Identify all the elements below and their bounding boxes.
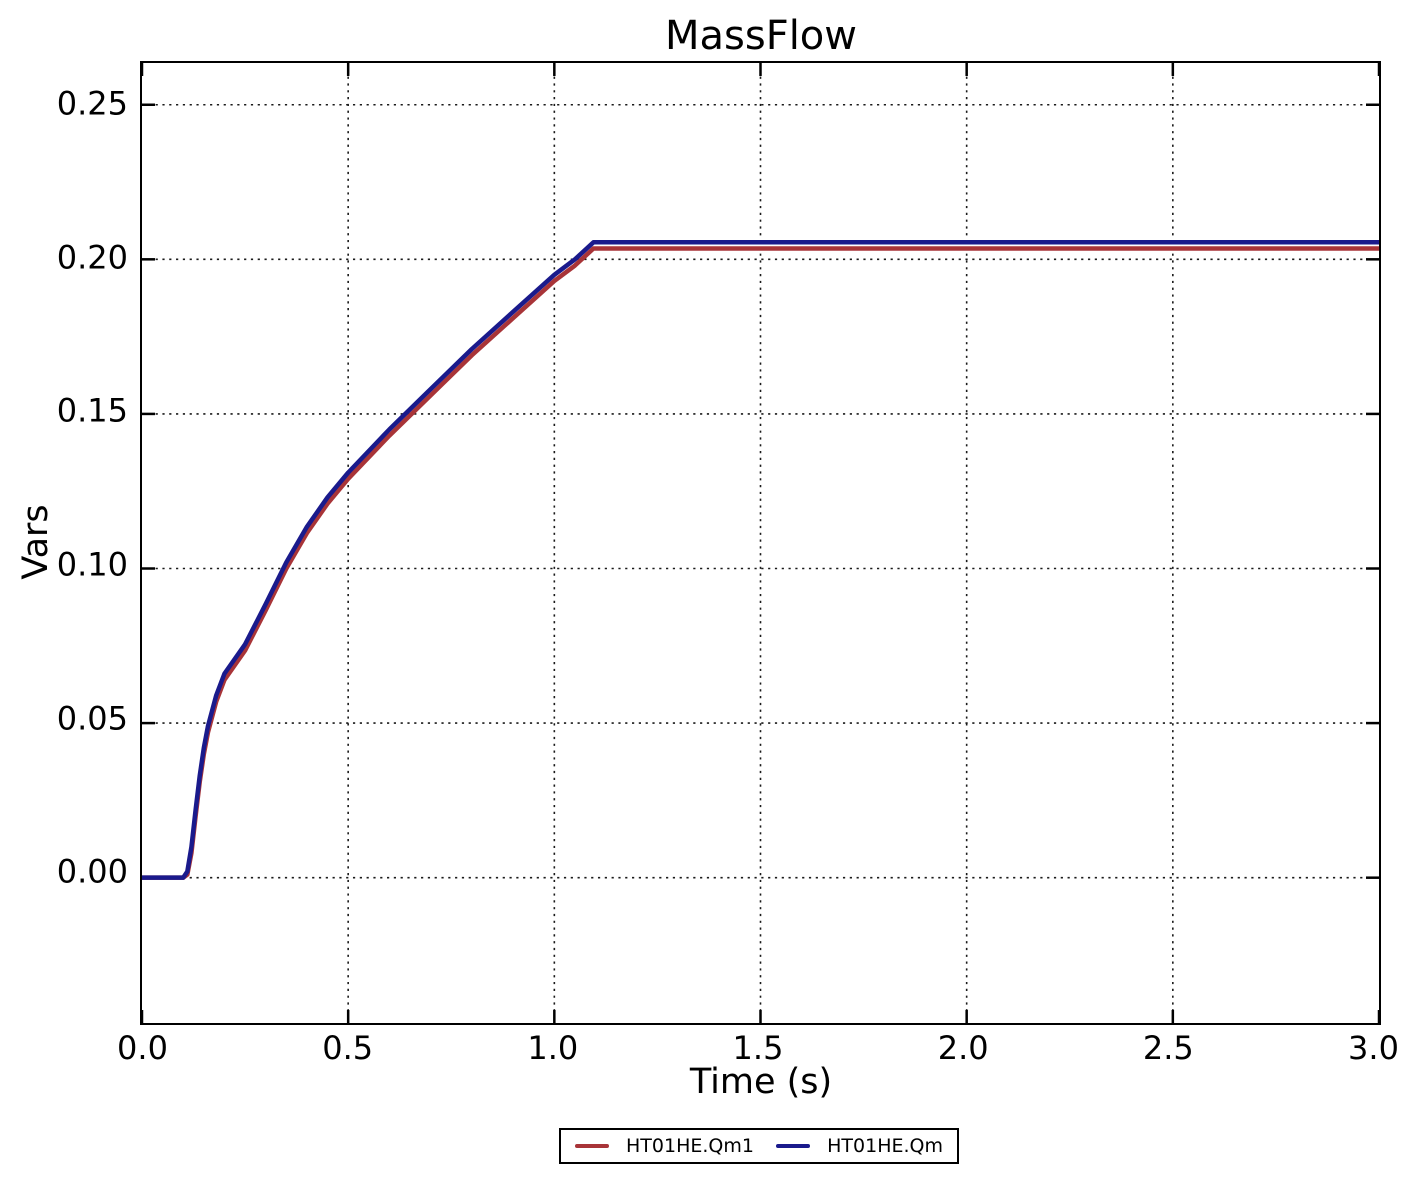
x-tick-label: 2.0	[937, 1029, 989, 1067]
x-tick-label: 1.5	[732, 1029, 784, 1067]
legend-label-qm: HT01HE.Qm	[827, 1135, 943, 1157]
y-tick-label: 0.00	[56, 852, 128, 891]
x-tick-label: 1.0	[527, 1029, 579, 1067]
legend-label-qm1: HT01HE.Qm1	[626, 1135, 754, 1157]
x-tick-label: 0.0	[117, 1029, 168, 1067]
x-tick-label: 2.5	[1142, 1029, 1194, 1067]
y-tick-label: 0.10	[56, 545, 128, 584]
y-tick-label: 0.15	[56, 391, 128, 430]
legend-line-swatch-blue	[776, 1144, 811, 1148]
plot-canvas	[142, 63, 1379, 1023]
legend-entry-qm: HT01HE.Qm	[776, 1135, 943, 1157]
legend: HT01HE.Qm1 HT01HE.Qm	[559, 1128, 959, 1164]
plot-area	[140, 61, 1381, 1025]
chart-title: MassFlow	[664, 13, 857, 59]
y-tick-label: 0.20	[56, 238, 128, 277]
y-tick-label: 0.25	[56, 84, 128, 123]
x-tick-label: 3.0	[1348, 1029, 1399, 1067]
legend-entry-qm1: HT01HE.Qm1	[575, 1135, 754, 1157]
x-axis-label: Time (s)	[689, 1062, 833, 1102]
y-tick-label: 0.05	[56, 699, 128, 738]
legend-line-swatch-red	[575, 1144, 609, 1148]
x-tick-label: 0.5	[322, 1029, 374, 1067]
series-line-HT01HE.Qm	[142, 240, 1379, 880]
